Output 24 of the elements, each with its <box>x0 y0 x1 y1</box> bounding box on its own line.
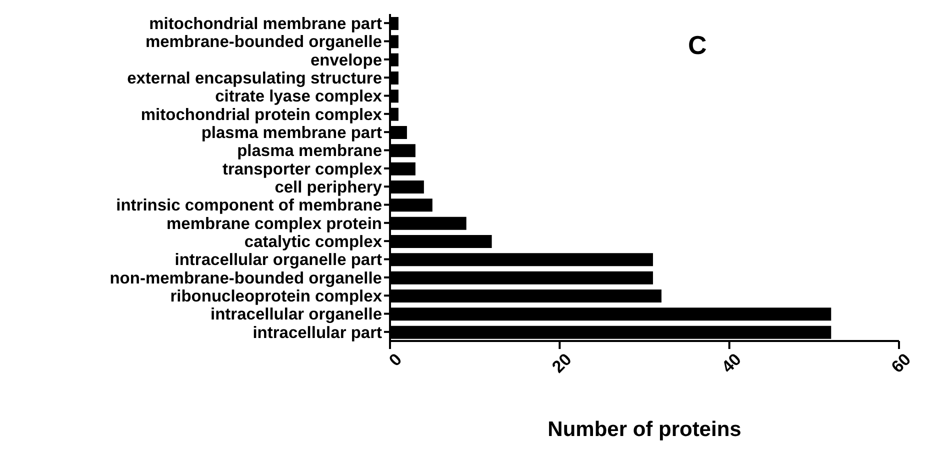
x-tick-label: 20 <box>548 350 576 377</box>
x-tick-label: 60 <box>888 350 915 377</box>
y-tick-label: ribonucleoprotein complex <box>170 287 383 306</box>
y-tick-label: non-membrane-bounded organelle <box>110 269 382 288</box>
y-tick-label: external encapsulating structure <box>127 69 382 88</box>
y-tick-label: membrane-bounded organelle <box>145 33 382 52</box>
y-tick-label: intrinsic component of membrane <box>116 196 382 215</box>
y-tick-label: intracellular organelle <box>210 306 382 324</box>
y-tick-label: envelope <box>310 51 382 70</box>
y-tick-label: catalytic complex <box>244 232 383 251</box>
y-tick-label: mitochondrial membrane part <box>149 14 382 33</box>
y-tick-label: intracellular part <box>252 324 382 342</box>
x-tick-label: 40 <box>718 350 745 377</box>
y-tick-label: mitochondrial protein complex <box>140 106 383 124</box>
y-tick-label: plasma membrane part <box>201 124 383 142</box>
y-tick-label: membrane complex protein <box>166 214 382 233</box>
text: C <box>688 30 707 61</box>
y-tick-label: transporter complex <box>222 160 383 178</box>
y-tick-label: citrate lyase complex <box>215 88 383 106</box>
y-tick-label: plasma membrane <box>237 142 382 160</box>
x-tick-label: 0 <box>385 350 406 370</box>
x-axis-title: Number of proteins <box>548 418 742 441</box>
y-tick-label: cell periphery <box>274 178 383 196</box>
y-tick-label: intracellular organelle part <box>174 251 383 270</box>
